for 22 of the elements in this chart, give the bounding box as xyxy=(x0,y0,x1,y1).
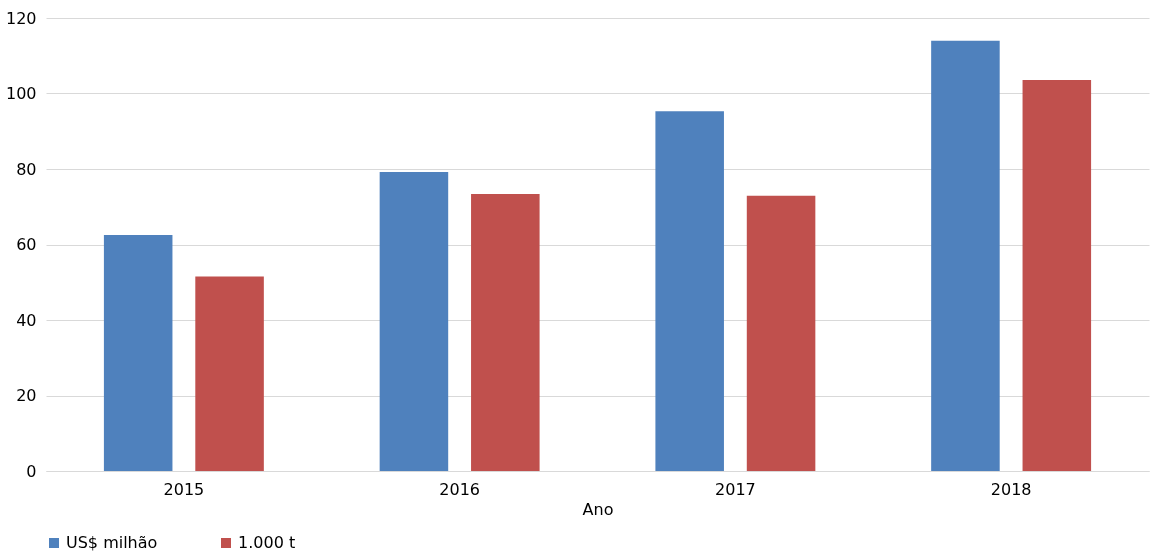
y-tick-label: 60 xyxy=(16,235,37,254)
legend-label: US$ milhão xyxy=(66,533,158,552)
bar xyxy=(1022,79,1092,471)
y-tick-label: 80 xyxy=(16,159,37,179)
y-tick-label: 0 xyxy=(26,461,37,481)
y-tick-label: 100 xyxy=(5,84,37,103)
bar xyxy=(931,40,1000,471)
x-axis-title: Ano xyxy=(582,499,614,519)
x-tick-label: 2018 xyxy=(990,479,1032,499)
x-tick-label: 2016 xyxy=(439,479,480,499)
y-tick-label: 120 xyxy=(5,8,37,28)
bar xyxy=(746,195,816,471)
x-tick-label: 2015 xyxy=(163,479,205,499)
bar xyxy=(379,172,449,471)
bar xyxy=(103,235,173,471)
x-tick-label: 2017 xyxy=(715,479,756,499)
bar xyxy=(471,193,540,471)
legend-label: 1.000 t xyxy=(238,533,296,552)
bar xyxy=(655,111,724,471)
bar xyxy=(195,276,264,471)
y-tick-label: 20 xyxy=(16,386,37,405)
y-tick-label: 40 xyxy=(16,310,37,330)
